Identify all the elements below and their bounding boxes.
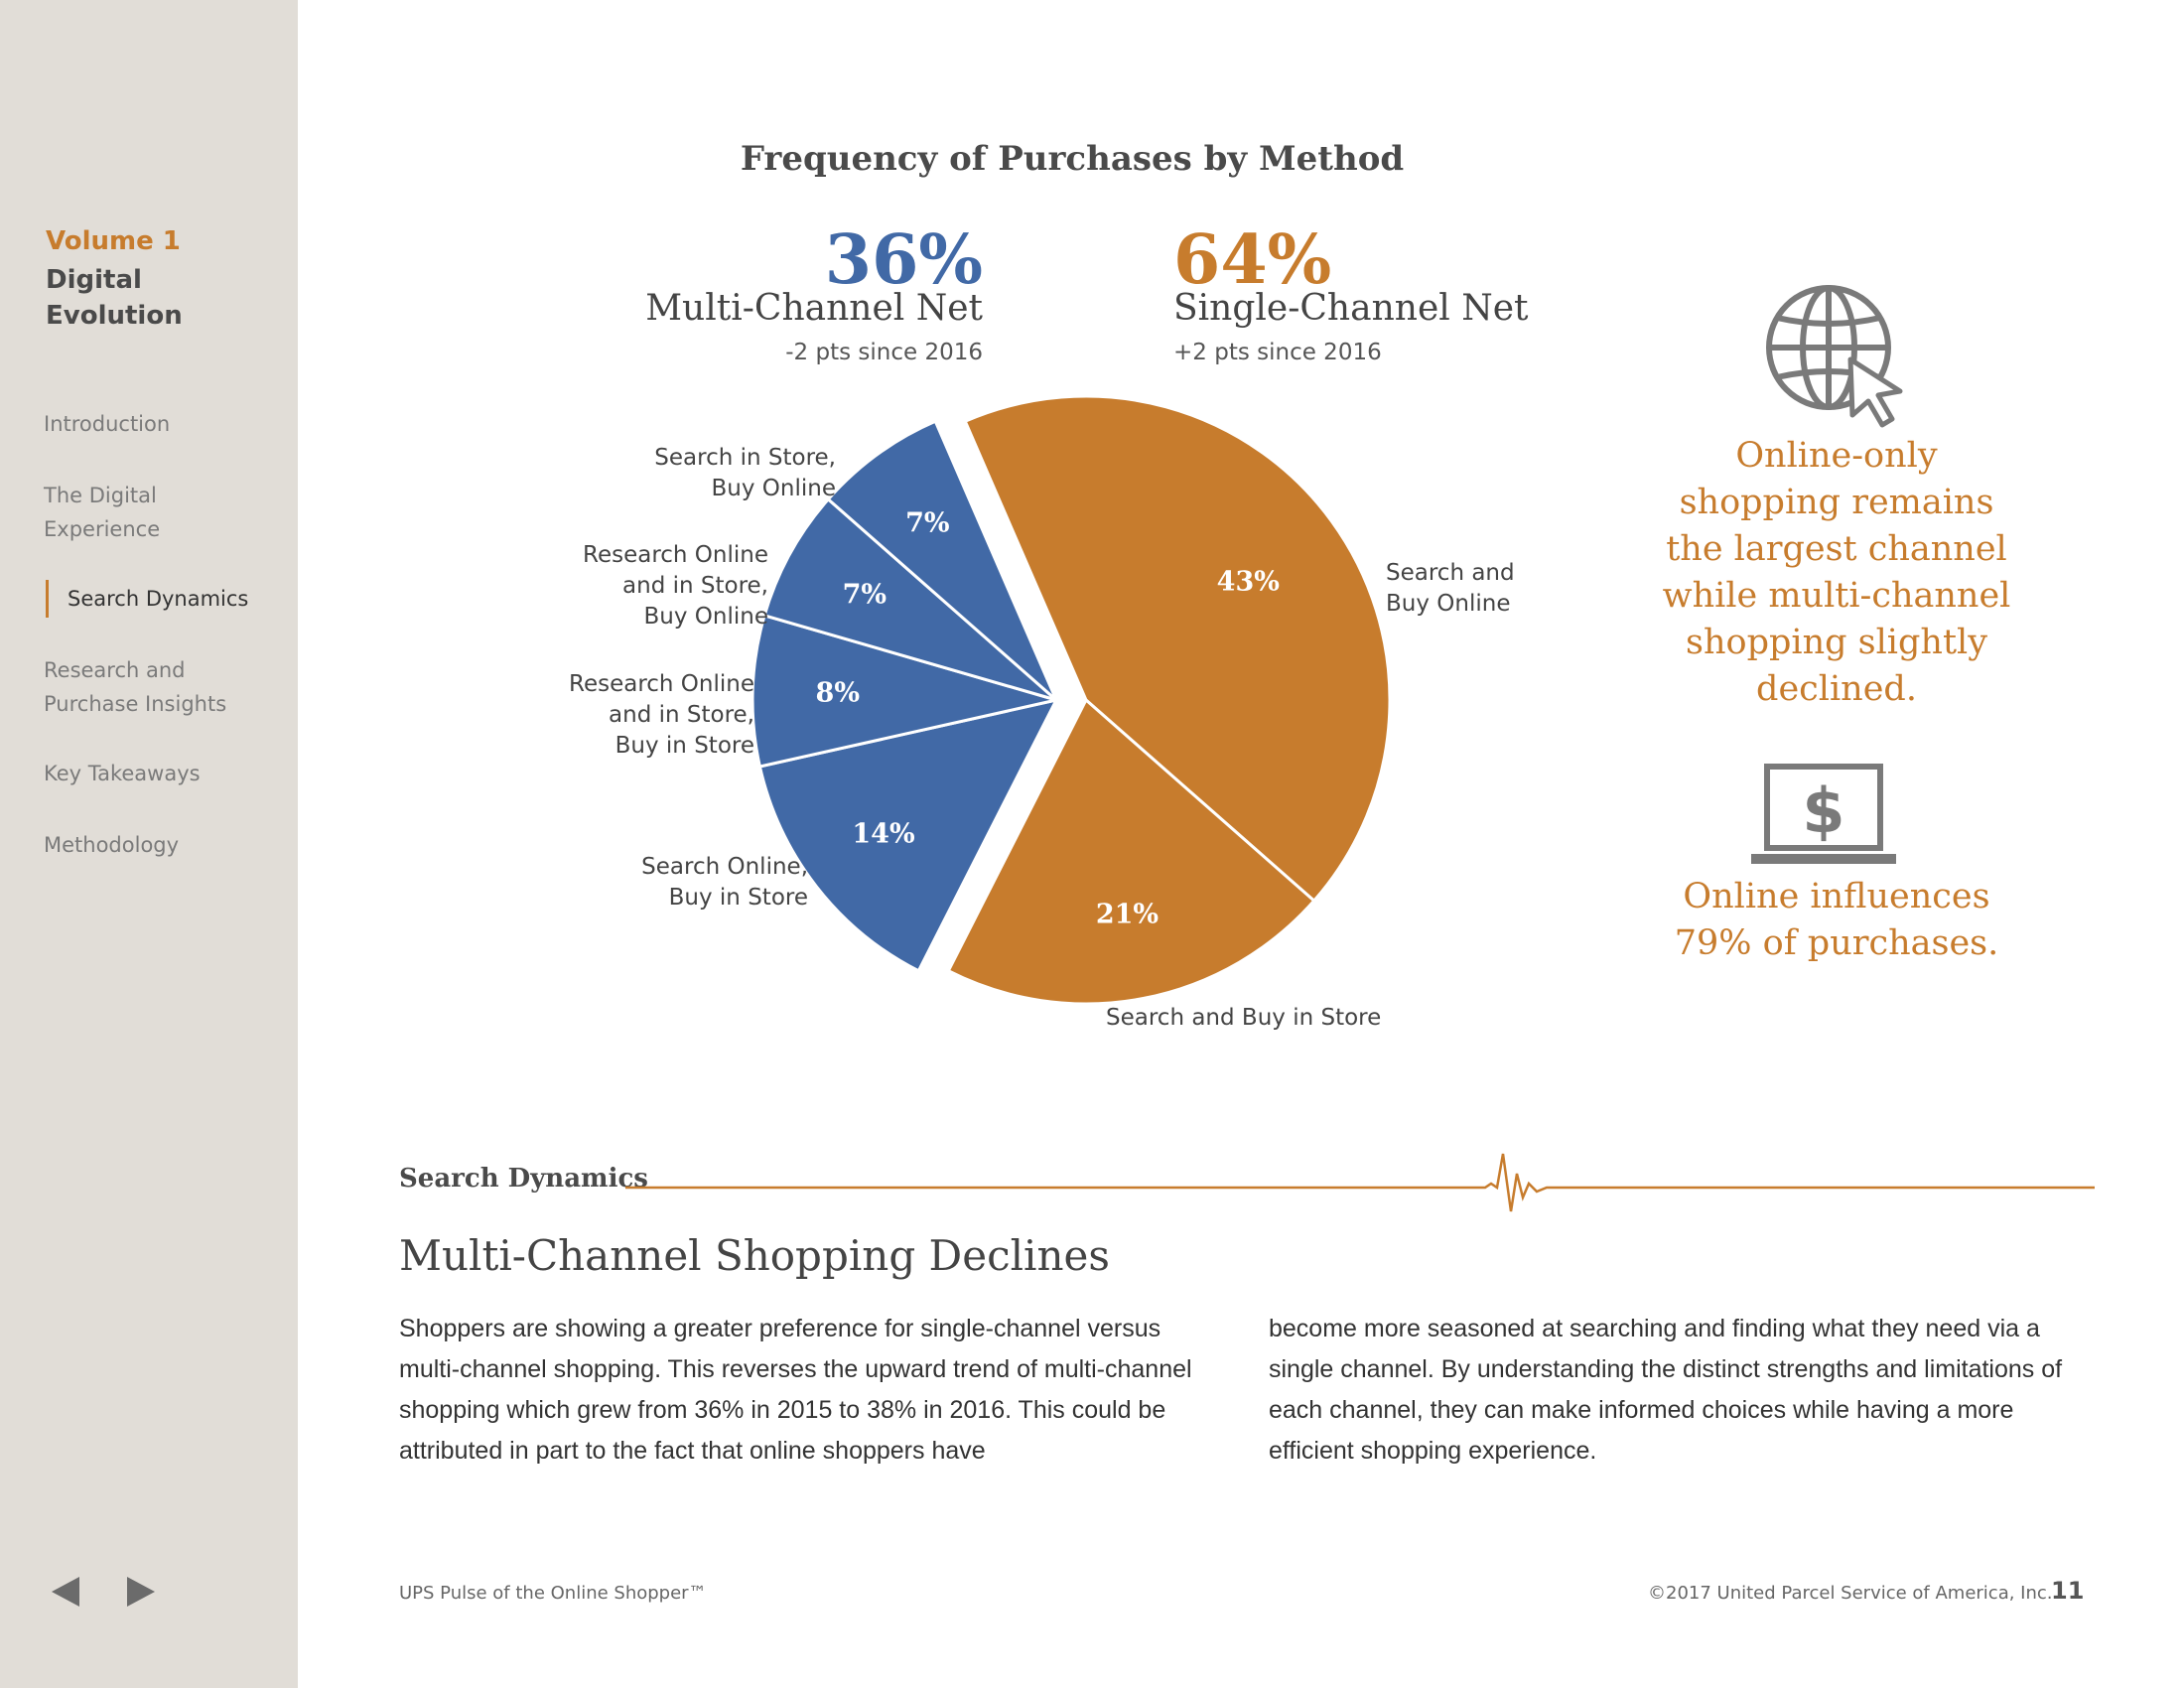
callout-line: declined. [1756,669,1917,709]
slice-label-search-store-buy-online: Search in Store, Buy Online [654,443,836,504]
body-text-left: Shoppers are showing a greater preferenc… [399,1315,1192,1465]
label-line: Buy Online [711,476,836,501]
volume-title: Digital Evolution [46,265,183,331]
label-line: Buy in Store [668,885,808,911]
slice-label-research-buy-store: Research Online and in Store, Buy in Sto… [569,669,754,762]
pie-slice [762,496,1057,702]
triangle-right-icon[interactable] [123,1575,157,1609]
active-nav-marker [46,580,49,618]
pie-slice [757,697,1059,973]
section-heading: Multi-Channel Shopping Declines [399,1231,1110,1280]
nav-item-digital-experience[interactable]: The Digital Experience [44,484,161,541]
body-text-right: become more seasoned at searching and fi… [1269,1315,2063,1465]
multi-channel-net-label: Multi-Channel Net [645,288,983,329]
slice-value-label: 7% [905,507,950,539]
slice-label-search-buy-store: Search and Buy in Store [1106,1003,1381,1034]
single-channel-net-label: Single-Channel Net [1173,288,1529,329]
label-line: Research Online [583,542,768,568]
callout-line: the largest channel [1666,529,2007,569]
volume-label: Volume 1 [46,226,181,256]
globe-cursor-icon [1766,285,1903,428]
pie-slice [963,394,1392,904]
multi-channel-net-value: 36% [824,220,983,300]
pie-slice [826,419,1058,702]
slice-value-label: 21% [1095,899,1160,930]
nav-item-introduction[interactable]: Introduction [44,412,171,436]
label-line: Search and Buy in Store [1106,1005,1382,1031]
pie-slice [751,614,1057,769]
callout-line: Online influences [1683,877,1990,916]
callout-line: shopping slightly [1686,623,1987,662]
slice-label-research-buy-online: Research Online and in Store, Buy Online [583,540,768,633]
label-line: Buy Online [643,604,768,630]
slice-label-search-online-buy-store: Search Online, Buy in Store [641,852,808,914]
page-number: 11 [2051,1577,2085,1605]
section-label: Search Dynamics [399,1164,648,1194]
label-line: Research Online [569,671,754,697]
footer-copyright: ©2017 United Parcel Service of America, … [1648,1583,2053,1604]
label-line: Search Online, [641,854,808,880]
callout-line: Online-only [1735,436,1938,476]
nav-item-methodology[interactable]: Methodology [44,833,180,857]
pie-slice [946,697,1316,1006]
slice-value-label: 14% [852,818,915,850]
nav-item-search-dynamics[interactable]: Search Dynamics [68,587,249,611]
nav-item-research-purchase-insights[interactable]: Research and Purchase Insights [44,658,227,716]
callout-online-influences: Online influences 79% of purchases. [1608,874,2065,967]
single-channel-net-value: 64% [1173,220,1332,300]
slice-value-label: 7% [842,579,887,611]
callout-line: shopping remains [1679,483,1994,522]
chart-title: Frequency of Purchases by Method [740,139,1405,179]
pulse-divider [625,1153,2095,1212]
label-line: Search and [1386,560,1515,586]
nav-item-key-takeaways[interactable]: Key Takeaways [44,762,201,785]
sidebar: Volume 1 Digital Evolution Introduction … [0,0,298,1688]
callout-line: 79% of purchases. [1674,923,1999,963]
svg-text:$: $ [1802,774,1844,847]
slice-label-search-buy-online: Search and Buy Online [1386,558,1515,620]
laptop-dollar-icon: $ [1751,764,1896,864]
label-line: and in Store, [609,702,754,728]
label-line: Buy Online [1386,591,1511,617]
slice-value-label: 43% [1216,566,1280,598]
single-channel-net-change: +2 pts since 2016 [1173,340,1382,365]
label-line: Search in Store, [654,445,836,471]
callout-line: while multi-channel [1662,576,2011,616]
slice-value-label: 8% [815,677,861,709]
callout-online-only: Online-only shopping remains the largest… [1608,433,2065,713]
footer-publication: UPS Pulse of the Online Shopper™ [399,1583,707,1604]
multi-channel-net-change: -2 pts since 2016 [785,340,983,365]
label-line: Buy in Store [614,733,754,759]
label-line: and in Store, [622,573,768,599]
triangle-left-icon[interactable] [50,1575,83,1609]
